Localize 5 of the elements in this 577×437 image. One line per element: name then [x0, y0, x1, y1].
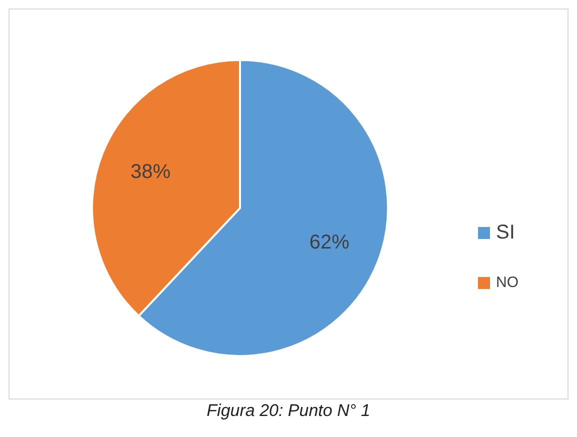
legend-label: SI [496, 221, 515, 244]
data-label: 38% [130, 160, 171, 183]
text: Figura 20: Punto N° 1 [206, 401, 370, 420]
data-label: 62% [309, 232, 350, 254]
legend-label: NO [496, 274, 518, 291]
